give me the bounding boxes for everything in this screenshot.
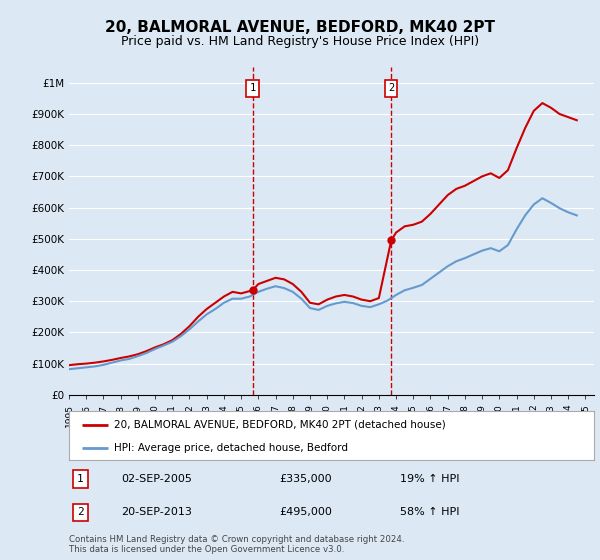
Text: Price paid vs. HM Land Registry's House Price Index (HPI): Price paid vs. HM Land Registry's House … — [121, 35, 479, 48]
Text: 1: 1 — [77, 474, 84, 484]
Text: 02-SEP-2005: 02-SEP-2005 — [121, 474, 193, 484]
Text: 20, BALMORAL AVENUE, BEDFORD, MK40 2PT (detached house): 20, BALMORAL AVENUE, BEDFORD, MK40 2PT (… — [113, 420, 445, 430]
Text: £495,000: £495,000 — [279, 507, 332, 517]
Text: 19% ↑ HPI: 19% ↑ HPI — [400, 474, 459, 484]
Text: 2: 2 — [77, 507, 84, 517]
Text: 1: 1 — [250, 83, 256, 94]
Text: 20, BALMORAL AVENUE, BEDFORD, MK40 2PT: 20, BALMORAL AVENUE, BEDFORD, MK40 2PT — [105, 20, 495, 35]
Text: HPI: Average price, detached house, Bedford: HPI: Average price, detached house, Bedf… — [113, 443, 347, 453]
Text: 2: 2 — [388, 83, 394, 94]
Text: £335,000: £335,000 — [279, 474, 332, 484]
Text: 20-SEP-2013: 20-SEP-2013 — [121, 507, 193, 517]
Text: Contains HM Land Registry data © Crown copyright and database right 2024.
This d: Contains HM Land Registry data © Crown c… — [69, 535, 404, 554]
Text: 58% ↑ HPI: 58% ↑ HPI — [400, 507, 459, 517]
